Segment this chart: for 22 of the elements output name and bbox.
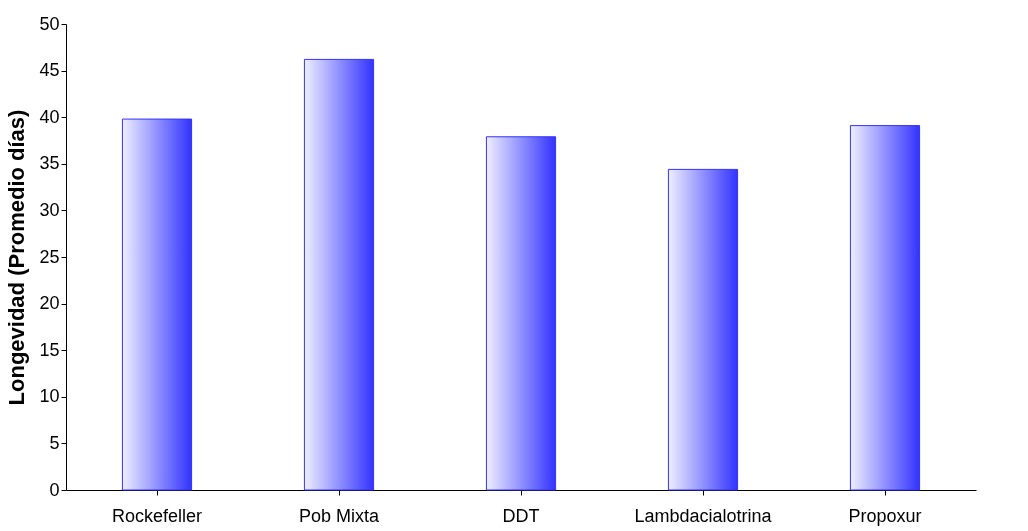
y-tick-label: 50 (39, 13, 60, 34)
bar (667, 168, 739, 491)
y-tick-label: 25 (39, 246, 60, 267)
x-tick-label: Propoxur (848, 505, 922, 526)
y-axis-title: Longevidad (Promedio días) (4, 109, 30, 406)
bar (849, 125, 921, 491)
y-tick-label: 40 (39, 106, 60, 127)
bar (303, 58, 375, 491)
y-tick-label: 30 (39, 199, 60, 220)
bar (485, 136, 557, 491)
y-tick-label: 0 (49, 479, 60, 500)
x-tick-label: DDT (502, 505, 540, 526)
y-tick-label: 10 (39, 386, 60, 407)
x-tick-label: Lambdacialotrina (634, 505, 773, 526)
y-tick-label: 35 (39, 153, 60, 174)
x-tick-label: Rockefeller (111, 505, 203, 526)
y-tick-label: 20 (39, 293, 60, 314)
y-tick-label: 45 (39, 60, 60, 81)
bar (121, 118, 193, 491)
y-tick-label: 5 (49, 432, 60, 453)
x-tick-label: Pob Mixta (298, 505, 380, 526)
y-tick-label: 15 (39, 339, 60, 360)
